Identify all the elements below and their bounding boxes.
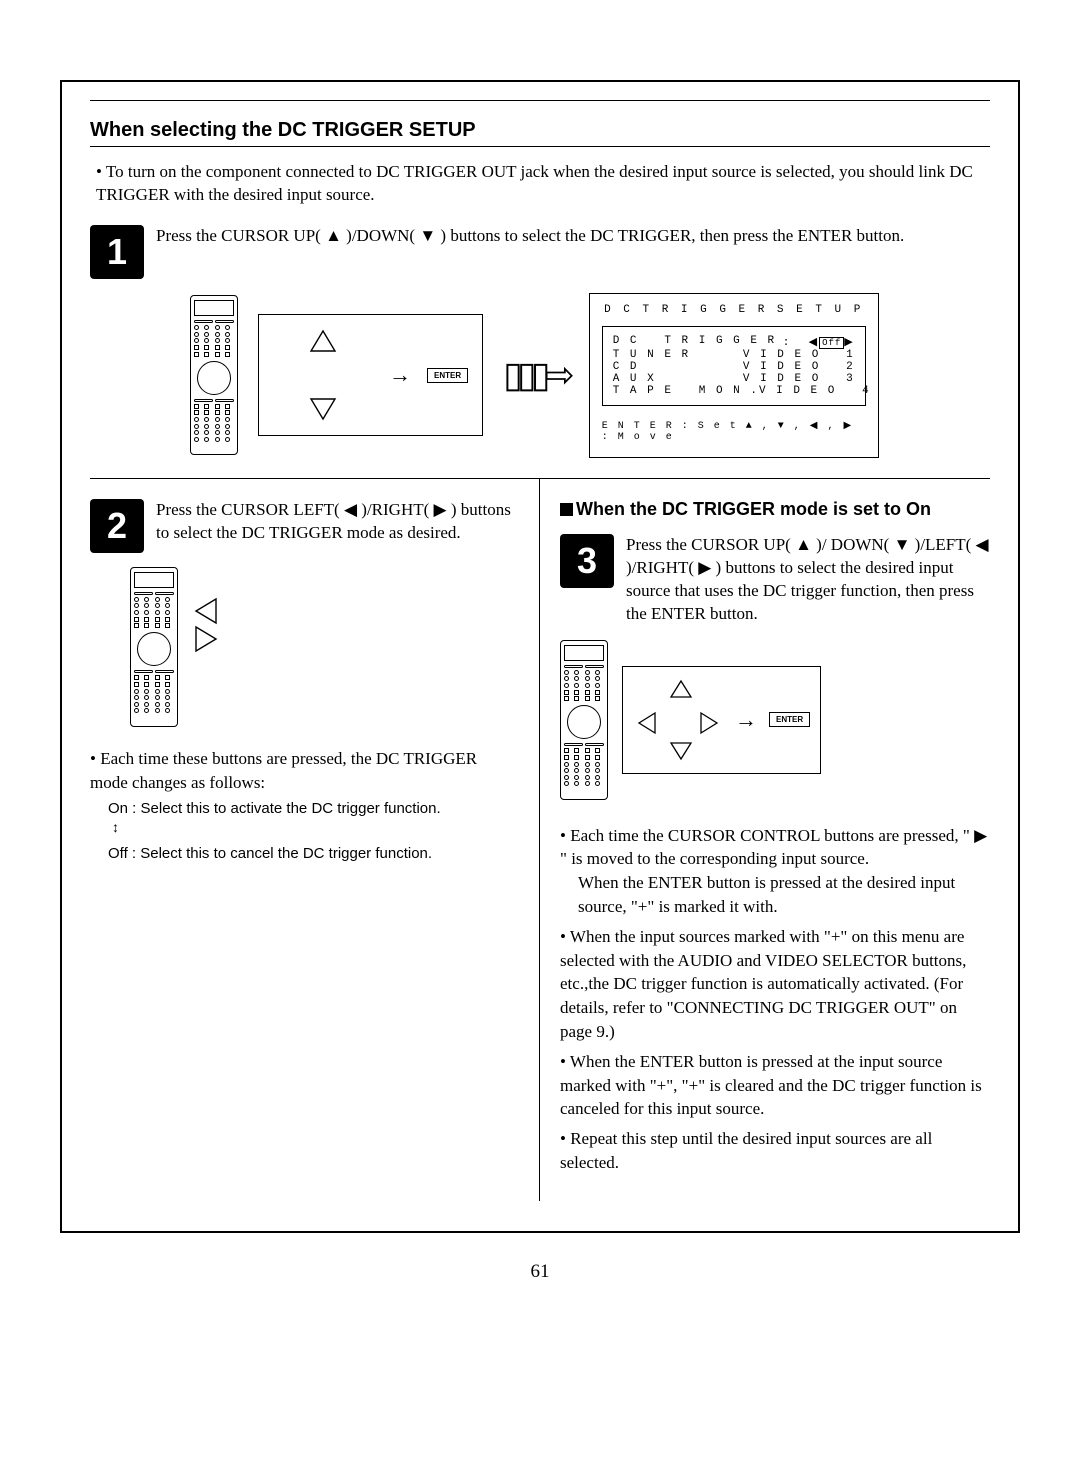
cursor-right-icon <box>194 625 218 653</box>
top-rule <box>90 100 990 101</box>
intro-text: • To turn on the component connected to … <box>96 161 990 207</box>
cursor-up-icon <box>669 679 693 699</box>
right-column: When the DC TRIGGER mode is set to On 3 … <box>540 479 990 1201</box>
step-2-text: Press the CURSOR LEFT( ◀ )/RIGHT( ▶ ) bu… <box>156 499 519 553</box>
step-3-diagram: → ENTER <box>560 640 990 800</box>
cursor-right-icon <box>699 711 719 735</box>
right-subheading: When the DC TRIGGER mode is set to On <box>560 499 990 520</box>
fat-arrow-icon: ▯▯▯⇨ <box>503 357 569 393</box>
cursor-down-icon <box>669 741 693 761</box>
dpad-updown-enter: → ENTER <box>258 314 483 436</box>
left-column: 2 Press the CURSOR LEFT( ◀ )/RIGHT( ▶ ) … <box>90 479 540 1201</box>
left-off-note: Off : Select this to cancel the DC trigg… <box>108 845 519 862</box>
page-number: 61 <box>60 1261 1020 1283</box>
dpad-leftright <box>194 597 294 697</box>
osd-screen: D C T R I G G E R S E T U P D C T R I G … <box>589 293 879 458</box>
cursor-left-icon <box>194 597 218 625</box>
remote-icon <box>190 295 238 455</box>
enter-button-icon: ENTER <box>427 368 468 383</box>
step-3-text: Press the CURSOR UP( ▲ )/ DOWN( ▼ )/LEFT… <box>626 534 990 626</box>
step-1-diagram: → ENTER ▯▯▯⇨ D C T R I G G E R S E T U P… <box>190 293 990 458</box>
osd-row: T U N E RV I D E O 1 <box>613 349 855 361</box>
osd-row: A U XV I D E O 3 <box>613 373 855 385</box>
arrow-right-icon: → <box>389 362 411 388</box>
right-bullet-2: • When the input sources marked with "+"… <box>560 925 990 1044</box>
enter-button-icon: ENTER <box>769 712 810 727</box>
right-bullet-1: • Each time the CURSOR CONTROL buttons a… <box>560 824 990 919</box>
step-1: 1 Press the CURSOR UP( ▲ )/DOWN( ▼ ) but… <box>90 225 990 279</box>
page-frame: When selecting the DC TRIGGER SETUP • To… <box>60 80 1020 1233</box>
step-2-diagram <box>130 567 519 727</box>
step-1-text: Press the CURSOR UP( ▲ )/DOWN( ▼ ) butto… <box>156 225 990 279</box>
arrow-right-icon: → <box>735 707 757 733</box>
osd-footer: E N T E R : S e t ▲ , ▼ , ◀ , ▶ : M o v … <box>602 420 866 443</box>
two-column-layout: 2 Press the CURSOR LEFT( ◀ )/RIGHT( ▶ ) … <box>90 478 990 1201</box>
cursor-up-icon <box>309 329 337 353</box>
step-2-number: 2 <box>90 499 144 553</box>
osd-row: C DV I D E O 2 <box>613 361 855 373</box>
osd-title: D C T R I G G E R S E T U P <box>602 304 866 316</box>
osd-row: D C T R I G G E R : ◀Off▶ <box>613 335 855 349</box>
step-2: 2 Press the CURSOR LEFT( ◀ )/RIGHT( ▶ ) … <box>90 499 519 553</box>
cursor-left-icon <box>637 711 657 735</box>
step-3: 3 Press the CURSOR UP( ▲ )/ DOWN( ▼ )/LE… <box>560 534 990 626</box>
step-3-number: 3 <box>560 534 614 588</box>
osd-row: T A P E M O N .V I D E O 4 <box>613 385 855 397</box>
remote-icon <box>560 640 608 800</box>
square-bullet-icon <box>560 503 573 516</box>
cursor-down-icon <box>309 397 337 421</box>
dpad-full-enter: → ENTER <box>622 666 821 774</box>
right-bullet-4: • Repeat this step until the desired inp… <box>560 1127 990 1175</box>
right-bullet-3: • When the ENTER button is pressed at th… <box>560 1050 990 1121</box>
left-on-note: On : Select this to activate the DC trig… <box>108 800 519 817</box>
step-1-number: 1 <box>90 225 144 279</box>
updown-arrow-icon: ↕ <box>112 821 119 837</box>
section-title: When selecting the DC TRIGGER SETUP <box>90 119 990 147</box>
remote-icon <box>130 567 178 727</box>
left-bullet-1: • Each time these buttons are pressed, t… <box>90 747 519 795</box>
